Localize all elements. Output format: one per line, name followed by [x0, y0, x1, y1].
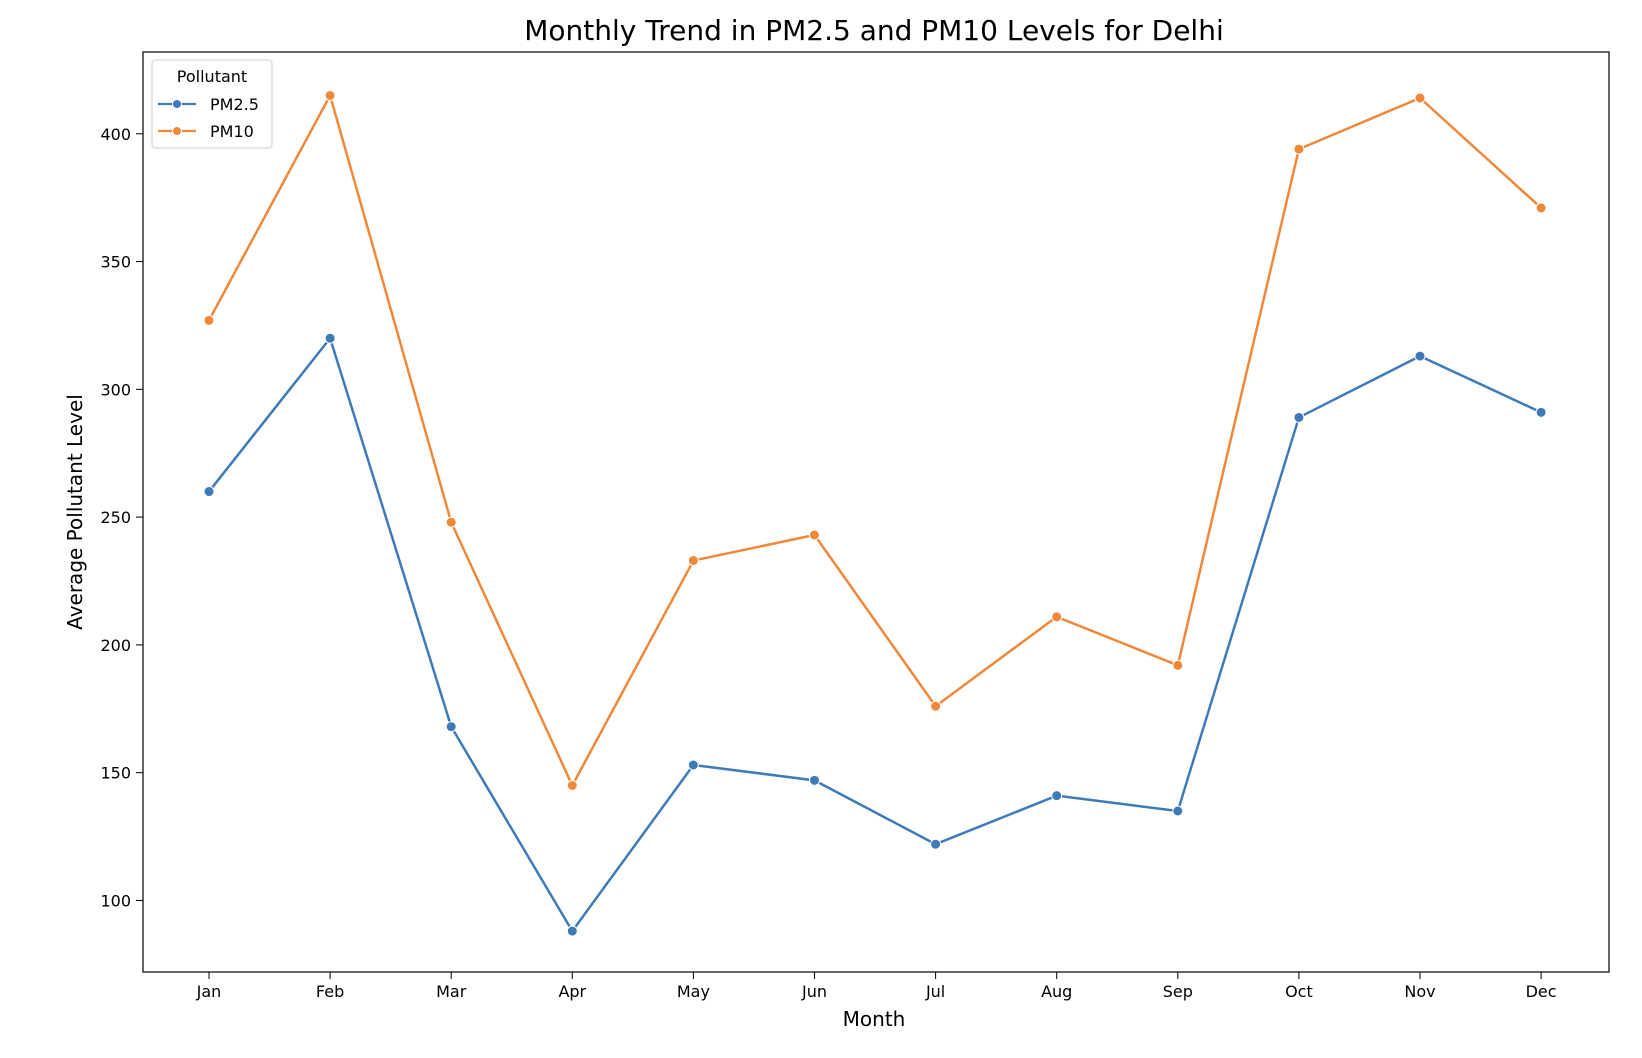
data-point-pm10-apr — [566, 779, 578, 791]
y-tick-label: 350 — [100, 253, 131, 272]
x-tick-label: Nov — [1404, 982, 1435, 1001]
data-point-pm25-feb — [324, 332, 336, 344]
data-point-pm25-mar — [445, 721, 457, 733]
series-layer — [203, 89, 1547, 937]
data-point-pm10-may — [687, 555, 699, 567]
data-point-pm10-sep — [1172, 659, 1184, 671]
x-tick-label: May — [677, 982, 710, 1001]
data-point-pm25-may — [687, 759, 699, 771]
legend-label-pm25: PM2.5 — [210, 95, 259, 114]
x-tick-label: Feb — [316, 982, 344, 1001]
series-line-pm25 — [207, 336, 1543, 933]
chart-title: Monthly Trend in PM2.5 and PM10 Levels f… — [524, 14, 1223, 47]
data-point-pm10-jan — [203, 314, 215, 326]
data-point-pm25-jul — [930, 838, 942, 850]
data-point-pm10-mar — [445, 516, 457, 528]
x-tick-label: Jul — [925, 982, 945, 1001]
data-point-pm10-jul — [930, 700, 942, 712]
legend-label-pm10: PM10 — [210, 122, 254, 141]
data-point-pm25-jun — [809, 774, 820, 786]
data-point-pm25-jan — [203, 486, 215, 498]
series-line-pm10 — [207, 94, 1543, 787]
data-point-pm10-oct — [1293, 143, 1305, 155]
y-tick-label: 100 — [100, 891, 131, 910]
legend-box — [151, 59, 273, 149]
legend-title: Pollutant — [177, 67, 247, 86]
x-tick-label: Jan — [196, 982, 222, 1001]
y-tick-label: 200 — [100, 636, 131, 655]
legend-marker-pm25 — [172, 99, 182, 109]
x-tick-label: Dec — [1526, 982, 1557, 1001]
x-tick-label: Sep — [1163, 982, 1193, 1001]
y-tick-label: 400 — [100, 125, 131, 144]
y-tick-label: 150 — [100, 764, 131, 783]
x-tick-label: Oct — [1285, 982, 1313, 1001]
y-tick-label: 250 — [100, 508, 131, 527]
x-tick-label: Jun — [801, 982, 827, 1001]
plot-frame — [142, 51, 1610, 973]
x-tick-label: Apr — [558, 982, 586, 1001]
x-axis-label: Month — [843, 1007, 906, 1031]
data-point-pm25-aug — [1051, 790, 1063, 802]
data-point-pm25-apr — [566, 925, 578, 937]
data-point-pm10-nov — [1414, 92, 1426, 104]
x-tick-label: Mar — [436, 982, 467, 1001]
data-point-pm25-nov — [1414, 350, 1426, 362]
data-point-pm10-aug — [1051, 611, 1063, 623]
data-point-pm25-sep — [1172, 805, 1184, 817]
data-point-pm10-dec — [1535, 202, 1547, 214]
legend: Pollutant PM2.5 PM10 — [151, 59, 273, 149]
data-point-pm10-jun — [809, 529, 820, 541]
data-point-pm10-feb — [324, 89, 336, 101]
data-point-pm25-dec — [1535, 406, 1547, 418]
x-tick-label: Aug — [1041, 982, 1072, 1001]
data-point-pm25-oct — [1293, 411, 1305, 423]
y-axis-label: Average Pollutant Level — [63, 394, 87, 630]
y-tick-label: 300 — [100, 380, 131, 399]
y-axis: 100 150 200 250 300 350 400 — [100, 125, 143, 910]
x-axis: Jan Feb Mar Apr May Jun Jul Aug Sep Oct Nov Dec — [196, 972, 1557, 1001]
legend-marker-pm10 — [172, 126, 182, 136]
